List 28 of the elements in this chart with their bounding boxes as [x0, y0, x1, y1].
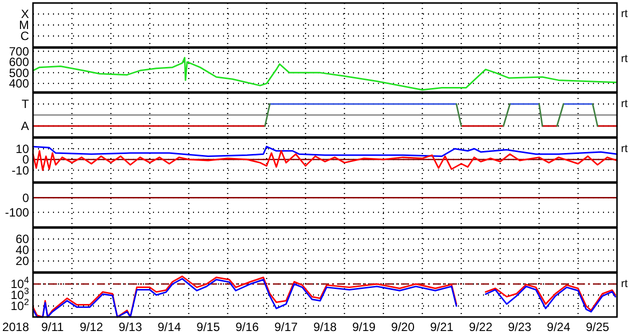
- x-tick-label: 9/11: [41, 320, 64, 334]
- text: rt: [621, 8, 628, 20]
- x-tick-label: 9/14: [158, 320, 182, 334]
- text: rt: [621, 53, 628, 65]
- x-tick-label: 9/20: [391, 320, 415, 334]
- x-tick-label: 9/18: [313, 320, 337, 334]
- x-tick-label: 9/19: [352, 320, 376, 334]
- x-axis-title: 2018: [2, 320, 30, 334]
- text: rt: [621, 278, 628, 290]
- line-series: [32, 146, 618, 157]
- x-tick-label: 9/23: [508, 320, 532, 334]
- x-tick-label: 9/22: [469, 320, 493, 334]
- text: rt: [621, 143, 628, 155]
- x-tick-label: 9/12: [80, 320, 104, 334]
- x-tick-label: 9/21: [430, 320, 454, 334]
- line-series: [32, 56, 617, 91]
- y-tick-label: 0: [22, 190, 30, 205]
- x-tick-label: 9/13: [118, 320, 142, 334]
- x-tick-label: 9/24: [546, 320, 571, 334]
- text: rt: [621, 98, 628, 110]
- x-tick-label: 9/16: [235, 320, 260, 334]
- text: T: [22, 97, 30, 112]
- x-tick-label: 9/15: [196, 320, 220, 334]
- text: A: [20, 119, 29, 134]
- x-tick-label: 9/25: [586, 320, 610, 334]
- line-series: [32, 150, 618, 171]
- x-tick-label: 9/17: [274, 320, 298, 334]
- y-tick-label: -100: [4, 206, 30, 220]
